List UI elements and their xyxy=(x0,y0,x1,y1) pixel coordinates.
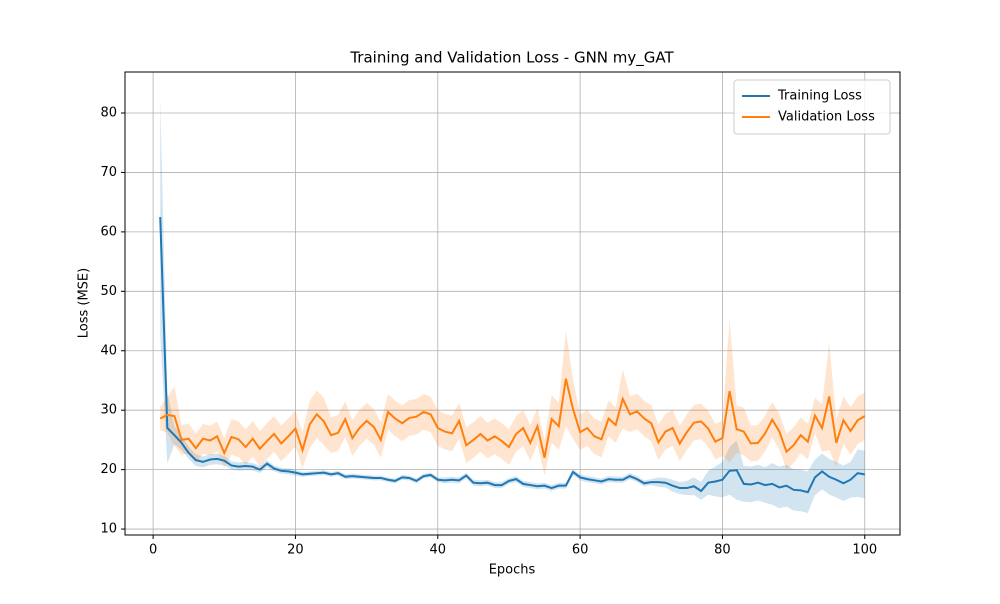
y-tick-label: 50 xyxy=(100,284,117,299)
x-tick-label: 40 xyxy=(430,543,447,558)
chart-title: Training and Validation Loss - GNN my_GA… xyxy=(349,49,674,68)
legend-box xyxy=(733,79,891,135)
y-tick-label: 20 xyxy=(100,462,117,477)
y-tick-label: 80 xyxy=(100,106,117,121)
error-band xyxy=(160,319,865,476)
y-tick-label: 60 xyxy=(100,224,117,239)
x-tick-label: 0 xyxy=(149,543,157,558)
y-axis-label: Loss (MSE) xyxy=(77,268,92,338)
x-tick-label: 60 xyxy=(572,543,589,558)
line xyxy=(159,378,866,458)
x-tick-label: 20 xyxy=(287,543,304,558)
x-tick-label: 80 xyxy=(714,543,731,558)
y-tick-label: 70 xyxy=(100,165,117,180)
plot-frame xyxy=(124,71,901,536)
y-tick-label: 10 xyxy=(100,522,117,537)
x-tick-label: 100 xyxy=(852,543,877,558)
y-tick-label: 40 xyxy=(100,343,117,358)
y-tick-label: 30 xyxy=(100,403,117,418)
legend-label: Validation Loss xyxy=(778,110,875,125)
error-band xyxy=(160,98,865,514)
x-axis-label: Epochs xyxy=(489,563,536,578)
legend-label: Training Loss xyxy=(777,89,862,104)
line xyxy=(159,216,865,494)
